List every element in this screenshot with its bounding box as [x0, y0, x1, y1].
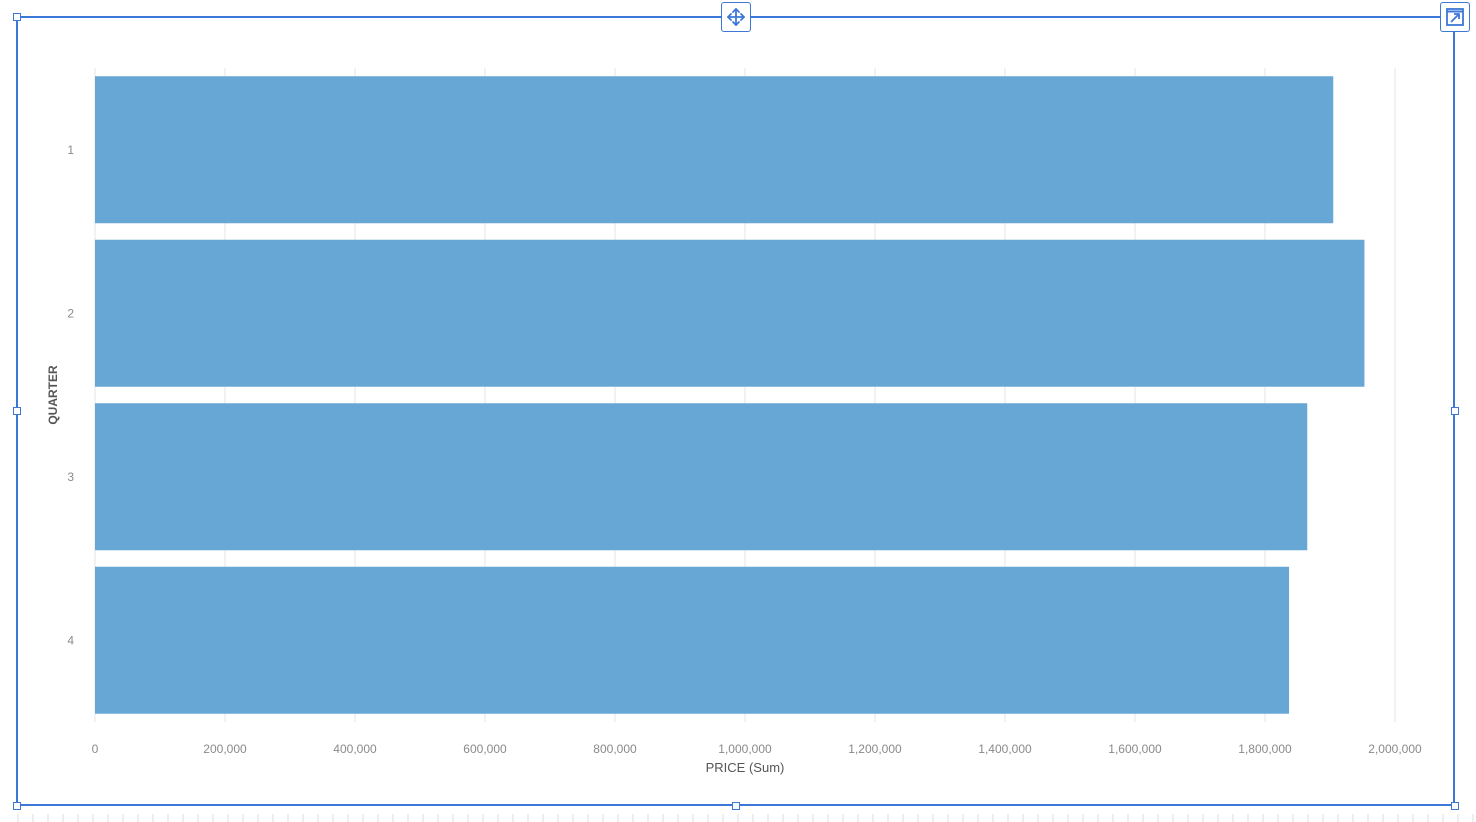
bar-quarter-4[interactable]	[95, 566, 1290, 714]
expand-arrow-icon	[1446, 8, 1464, 26]
y-axis-title: QUARTER	[46, 365, 60, 425]
resize-handle-bottom[interactable]	[732, 802, 740, 810]
x-tick-label: 400,000	[333, 742, 377, 756]
x-tick-label: 2,000,000	[1368, 742, 1422, 756]
resize-handle-left[interactable]	[13, 407, 21, 415]
x-tick-label: 200,000	[203, 742, 247, 756]
resize-handle-top-left[interactable]	[13, 13, 21, 21]
x-tick-label: 1,000,000	[718, 742, 772, 756]
canvas-ruler	[17, 814, 1474, 822]
y-tick-label: 4	[67, 633, 74, 647]
bar-quarter-1[interactable]	[95, 76, 1334, 224]
x-axis-title: PRICE (Sum)	[706, 760, 785, 775]
x-tick-label: 1,800,000	[1238, 742, 1292, 756]
x-tick-labels: 0 200,000 400,000 600,000 800,000 1,000,000 1,…	[92, 742, 1422, 756]
x-tick-label: 1,600,000	[1108, 742, 1162, 756]
y-tick-label: 3	[67, 470, 74, 484]
resize-handle-right[interactable]	[1451, 407, 1459, 415]
y-tick-label: 1	[67, 143, 74, 157]
resize-handle-bottom-left[interactable]	[13, 802, 21, 810]
x-tick-label: 0	[92, 742, 99, 756]
bar-quarter-3[interactable]	[95, 403, 1308, 551]
y-tick-labels: 1 2 3 4	[67, 143, 74, 648]
x-tick-label: 1,200,000	[848, 742, 902, 756]
expand-button[interactable]	[1440, 2, 1470, 32]
x-tick-label: 1,400,000	[978, 742, 1032, 756]
x-tick-label: 600,000	[463, 742, 507, 756]
resize-handle-bottom-right[interactable]	[1451, 802, 1459, 810]
bar-layer	[95, 76, 1365, 714]
bar-quarter-2[interactable]	[95, 239, 1365, 387]
y-tick-label: 2	[67, 306, 74, 320]
x-tick-label: 800,000	[593, 742, 637, 756]
move-arrows-icon	[727, 8, 745, 26]
move-handle[interactable]	[721, 2, 751, 32]
